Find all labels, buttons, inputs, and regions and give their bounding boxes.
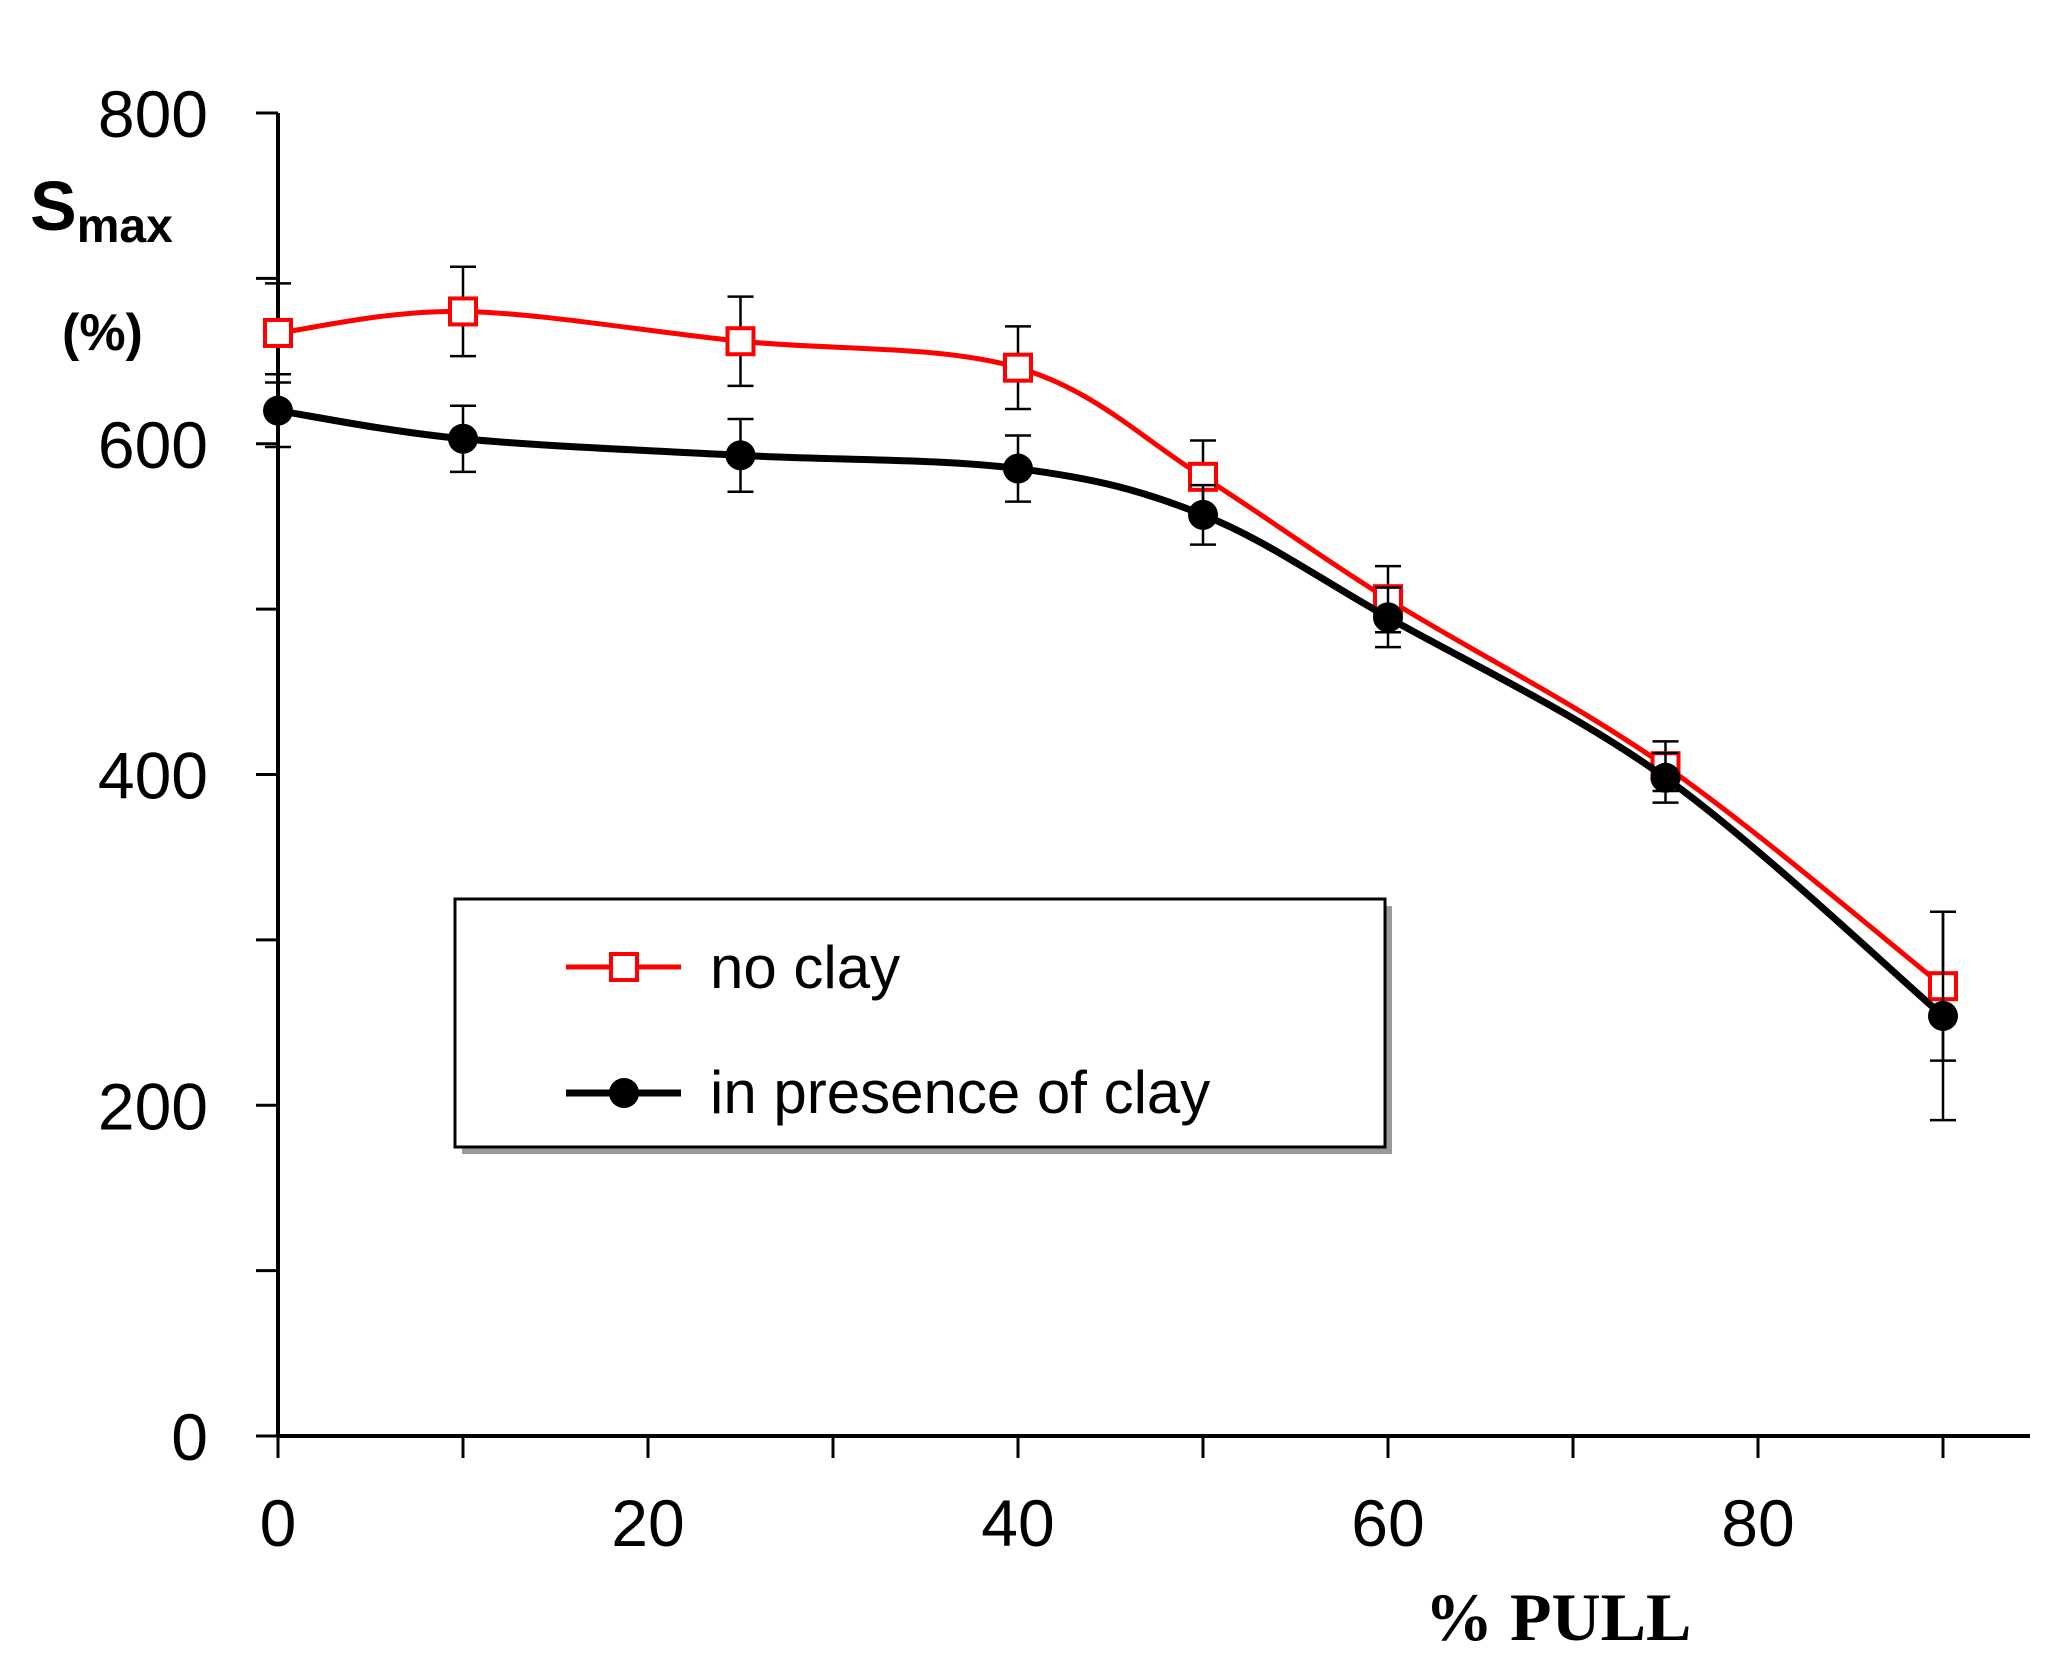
y-axis-unit: (%)	[62, 304, 143, 362]
data-point	[263, 317, 293, 348]
data-point	[1928, 1000, 1958, 1031]
data-point	[1003, 352, 1033, 383]
labels: Smax (%) % PULL	[30, 167, 1691, 1655]
legend-marker-clay	[609, 1078, 639, 1108]
data-point	[725, 326, 756, 357]
y-tick-label: 600	[98, 408, 208, 482]
y-tick-label: 200	[98, 1069, 208, 1143]
data-point	[725, 440, 756, 471]
data-point	[448, 296, 478, 327]
data-point	[448, 423, 478, 454]
legend-label-no-clay: no clay	[710, 934, 900, 1001]
x-axis-label: % PULL	[1425, 1579, 1691, 1655]
x-tick-label: 20	[611, 1486, 684, 1560]
series-clay	[263, 373, 1958, 1122]
data-point	[1650, 762, 1681, 793]
y-tick-label: 800	[98, 77, 208, 151]
series-line	[277, 308, 1945, 989]
legend-marker-no-clay	[609, 952, 639, 982]
y-tick-label: 0	[171, 1400, 208, 1474]
legend-label-clay: in presence of clay	[710, 1059, 1210, 1126]
x-tick-label: 80	[1721, 1486, 1794, 1560]
x-tick-label: 60	[1351, 1486, 1424, 1560]
data-point	[1003, 453, 1033, 484]
series-layer	[263, 265, 1958, 1122]
y-axis-label: Smax	[30, 167, 173, 253]
legend: no clay in presence of clay	[453, 897, 1392, 1154]
legend-box	[453, 897, 1387, 1149]
y-axis-label-subscript: max	[77, 200, 173, 253]
data-point	[263, 395, 293, 426]
data-point	[1188, 499, 1218, 530]
y-tick-label: 400	[98, 739, 208, 813]
data-point	[1373, 602, 1403, 633]
x-tick-label: 40	[981, 1486, 1054, 1560]
x-tick-label: 0	[260, 1486, 297, 1560]
axes: 0 200 400 600 800 0 20 40 60 80	[98, 77, 2030, 1560]
